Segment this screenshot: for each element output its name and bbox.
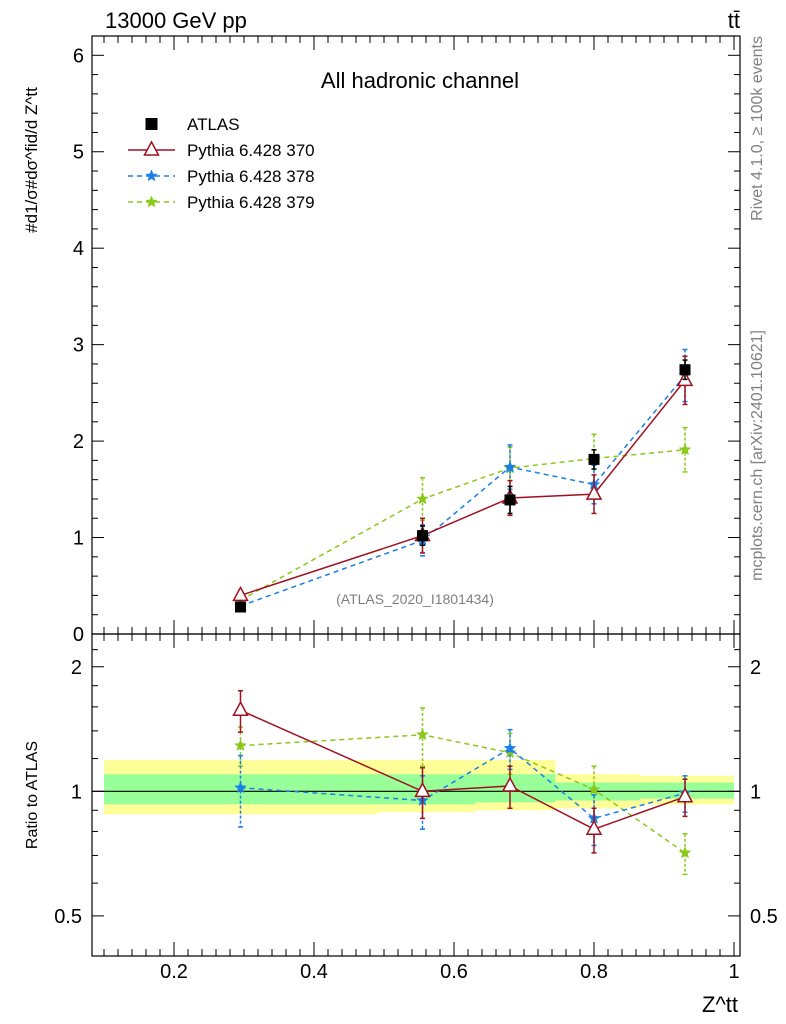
series-line <box>240 747 686 820</box>
ratio-plot-frame <box>91 633 741 957</box>
ratio-y-tick-label-right: 0.5 <box>750 906 778 928</box>
data-marker-star <box>678 443 692 456</box>
ratio-y-tick-label: 1 <box>71 781 82 803</box>
series-line <box>240 449 686 601</box>
axes: 0 1 2 3 4 5 6 0.2 0.4 0.6 0.8 1 0.5 0.5 1 1 2 2 <box>54 35 778 983</box>
y-tick-label: 3 <box>73 335 84 357</box>
data-marker-square <box>679 364 691 376</box>
ratio-uncertainty-band <box>104 760 734 815</box>
data-marker-triangle <box>232 585 249 602</box>
x-tick-label: 0.2 <box>160 961 188 983</box>
data-marker-star <box>416 492 429 505</box>
y-tick-label: 4 <box>73 238 84 260</box>
series-line <box>240 375 686 607</box>
data-marker-triangle <box>414 781 431 798</box>
data-marker-triangle <box>585 484 603 500</box>
y-axis-label-ratio: Ratio to ATLAS <box>24 741 41 849</box>
series-pythia-6-428-370 <box>232 355 694 602</box>
legend-entry-label: Pythia 6.428 379 <box>187 193 315 212</box>
x-tick-label: 1 <box>728 961 739 983</box>
data-marker-triangle <box>143 140 160 156</box>
data-marker-star <box>234 781 247 794</box>
mcplots-citation-text: mcplots.cern.ch [arXiv:2401.10621] <box>749 330 766 581</box>
series-pythia-6-428-378 <box>234 348 692 612</box>
legend-marker-square <box>145 118 158 130</box>
plot-title: All hadronic channel <box>321 68 519 93</box>
y-tick-label: 5 <box>73 142 84 164</box>
data-marker-star <box>503 460 517 473</box>
ratio-y-tick-label: 0.5 <box>54 906 82 928</box>
header-right: tt̄ <box>728 8 740 33</box>
data-marker-star <box>416 728 429 741</box>
data-marker-triangle <box>676 787 694 803</box>
y-tick-label: 1 <box>73 528 84 550</box>
ratio-y-tick-label-right: 2 <box>750 657 761 679</box>
data-marker-star <box>234 738 247 751</box>
y-tick-label: 0 <box>73 624 84 646</box>
y-axis-label-main: #d1/σ#dσ^fid/d Z^tt <box>22 87 41 233</box>
legend-entry-label: Pythia 6.428 378 <box>187 167 315 186</box>
data-marker-triangle <box>232 700 249 717</box>
data-marker-star <box>503 741 517 754</box>
y-tick-label: 2 <box>73 431 84 453</box>
data-marker-star <box>678 846 692 859</box>
data-marker-triangle <box>585 819 603 835</box>
ratio-plot-series <box>232 690 694 876</box>
y-tick-label: 6 <box>73 45 84 67</box>
legend-entry-label: ATLAS <box>187 115 240 134</box>
ratio-y-tick-label-right: 1 <box>750 781 761 803</box>
x-tick-label: 0.4 <box>300 961 328 983</box>
main-plot-series <box>232 348 694 613</box>
data-marker-square <box>588 453 600 465</box>
data-marker-star <box>145 195 158 208</box>
legend: ATLAS Pythia 6.428 370 Pythia 6.428 378 Pyt… <box>128 115 315 212</box>
series-atlas <box>235 359 691 613</box>
x-axis-label: Z^tt <box>702 992 738 1017</box>
x-tick-label: 0.6 <box>440 961 468 983</box>
data-marker-star <box>145 169 158 182</box>
data-marker-square <box>235 601 246 613</box>
header-left: 13000 GeV pp <box>105 8 247 33</box>
x-tick-label: 0.8 <box>580 961 608 983</box>
data-marker-star <box>587 782 601 795</box>
data-marker-triangle <box>501 776 519 792</box>
rivet-version-text: Rivet 4.1.0, ≥ 100k events <box>749 36 766 221</box>
legend-entry-label: Pythia 6.428 370 <box>187 141 315 160</box>
ratio-y-tick-label: 2 <box>71 657 82 679</box>
data-marker-square <box>417 530 428 542</box>
data-marker-square <box>504 494 516 506</box>
series-pythia-6-428-379 <box>234 426 692 606</box>
analysis-watermark: (ATLAS_2020_I1801434) <box>336 591 494 607</box>
series-pythia-6-428-370 <box>232 690 694 854</box>
